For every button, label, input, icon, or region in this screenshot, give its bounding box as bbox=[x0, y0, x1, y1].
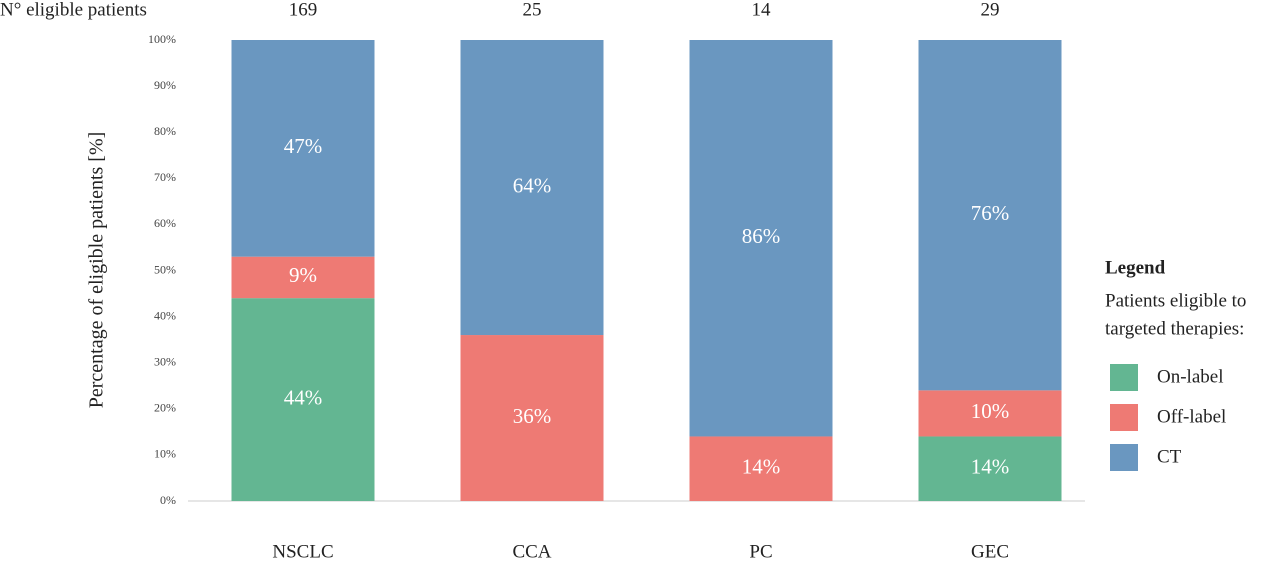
y-tick-label: 50% bbox=[154, 262, 176, 276]
data-label: 14% bbox=[971, 455, 1010, 479]
legend-label: Off-label bbox=[1157, 406, 1226, 427]
data-label: 64% bbox=[513, 173, 552, 197]
y-tick-label: 0% bbox=[160, 493, 176, 507]
data-label: 44% bbox=[284, 385, 323, 409]
count-label: 29 bbox=[981, 0, 1000, 20]
y-tick-label: 10% bbox=[154, 447, 176, 461]
legend-swatch bbox=[1110, 364, 1138, 391]
data-label: 14% bbox=[742, 455, 781, 479]
legend-label: On-label bbox=[1157, 366, 1223, 387]
count-label: 169 bbox=[289, 0, 318, 20]
count-label: 14 bbox=[752, 0, 772, 20]
bar-segment bbox=[918, 390, 1062, 437]
legend-subtitle: Patients eligible to bbox=[1105, 290, 1246, 311]
bar-segment bbox=[689, 40, 833, 437]
bar-segment bbox=[460, 335, 604, 501]
bar-segment bbox=[231, 256, 375, 299]
bar-segment bbox=[918, 436, 1062, 501]
data-label: 86% bbox=[742, 224, 781, 248]
bar-segment bbox=[918, 40, 1062, 391]
data-label: 10% bbox=[971, 399, 1010, 423]
x-tick-label: NSCLC bbox=[272, 541, 333, 561]
data-label: 76% bbox=[971, 201, 1010, 225]
legend-swatch bbox=[1110, 444, 1138, 471]
y-tick-label: 90% bbox=[154, 78, 176, 92]
bar-segment bbox=[231, 40, 375, 257]
y-tick-label: 60% bbox=[154, 216, 176, 230]
bar-segment bbox=[460, 40, 604, 336]
bar-segment bbox=[689, 436, 833, 501]
legend-subtitle: targeted therapies: bbox=[1105, 318, 1244, 339]
data-label: 9% bbox=[289, 263, 317, 287]
y-tick-label: 70% bbox=[154, 170, 176, 184]
y-axis-label: Percentage of eligible patients [%] bbox=[86, 132, 108, 409]
counts-label: N° eligible patients bbox=[0, 0, 147, 20]
x-tick-label: CCA bbox=[512, 541, 551, 561]
y-tick-label: 40% bbox=[154, 308, 176, 322]
bar-segment bbox=[231, 298, 375, 501]
data-label: 47% bbox=[284, 134, 323, 158]
y-tick-label: 80% bbox=[154, 124, 176, 138]
x-tick-label: PC bbox=[749, 541, 772, 561]
legend-swatch bbox=[1110, 404, 1138, 431]
x-tick-label: GEC bbox=[971, 541, 1009, 561]
y-tick-label: 20% bbox=[154, 401, 176, 415]
y-tick-label: 100% bbox=[148, 32, 176, 46]
data-label: 36% bbox=[513, 404, 552, 428]
y-tick-label: 30% bbox=[154, 354, 176, 368]
legend-label: CT bbox=[1157, 446, 1182, 467]
count-label: 25 bbox=[523, 0, 542, 20]
legend-title: Legend bbox=[1105, 257, 1166, 278]
